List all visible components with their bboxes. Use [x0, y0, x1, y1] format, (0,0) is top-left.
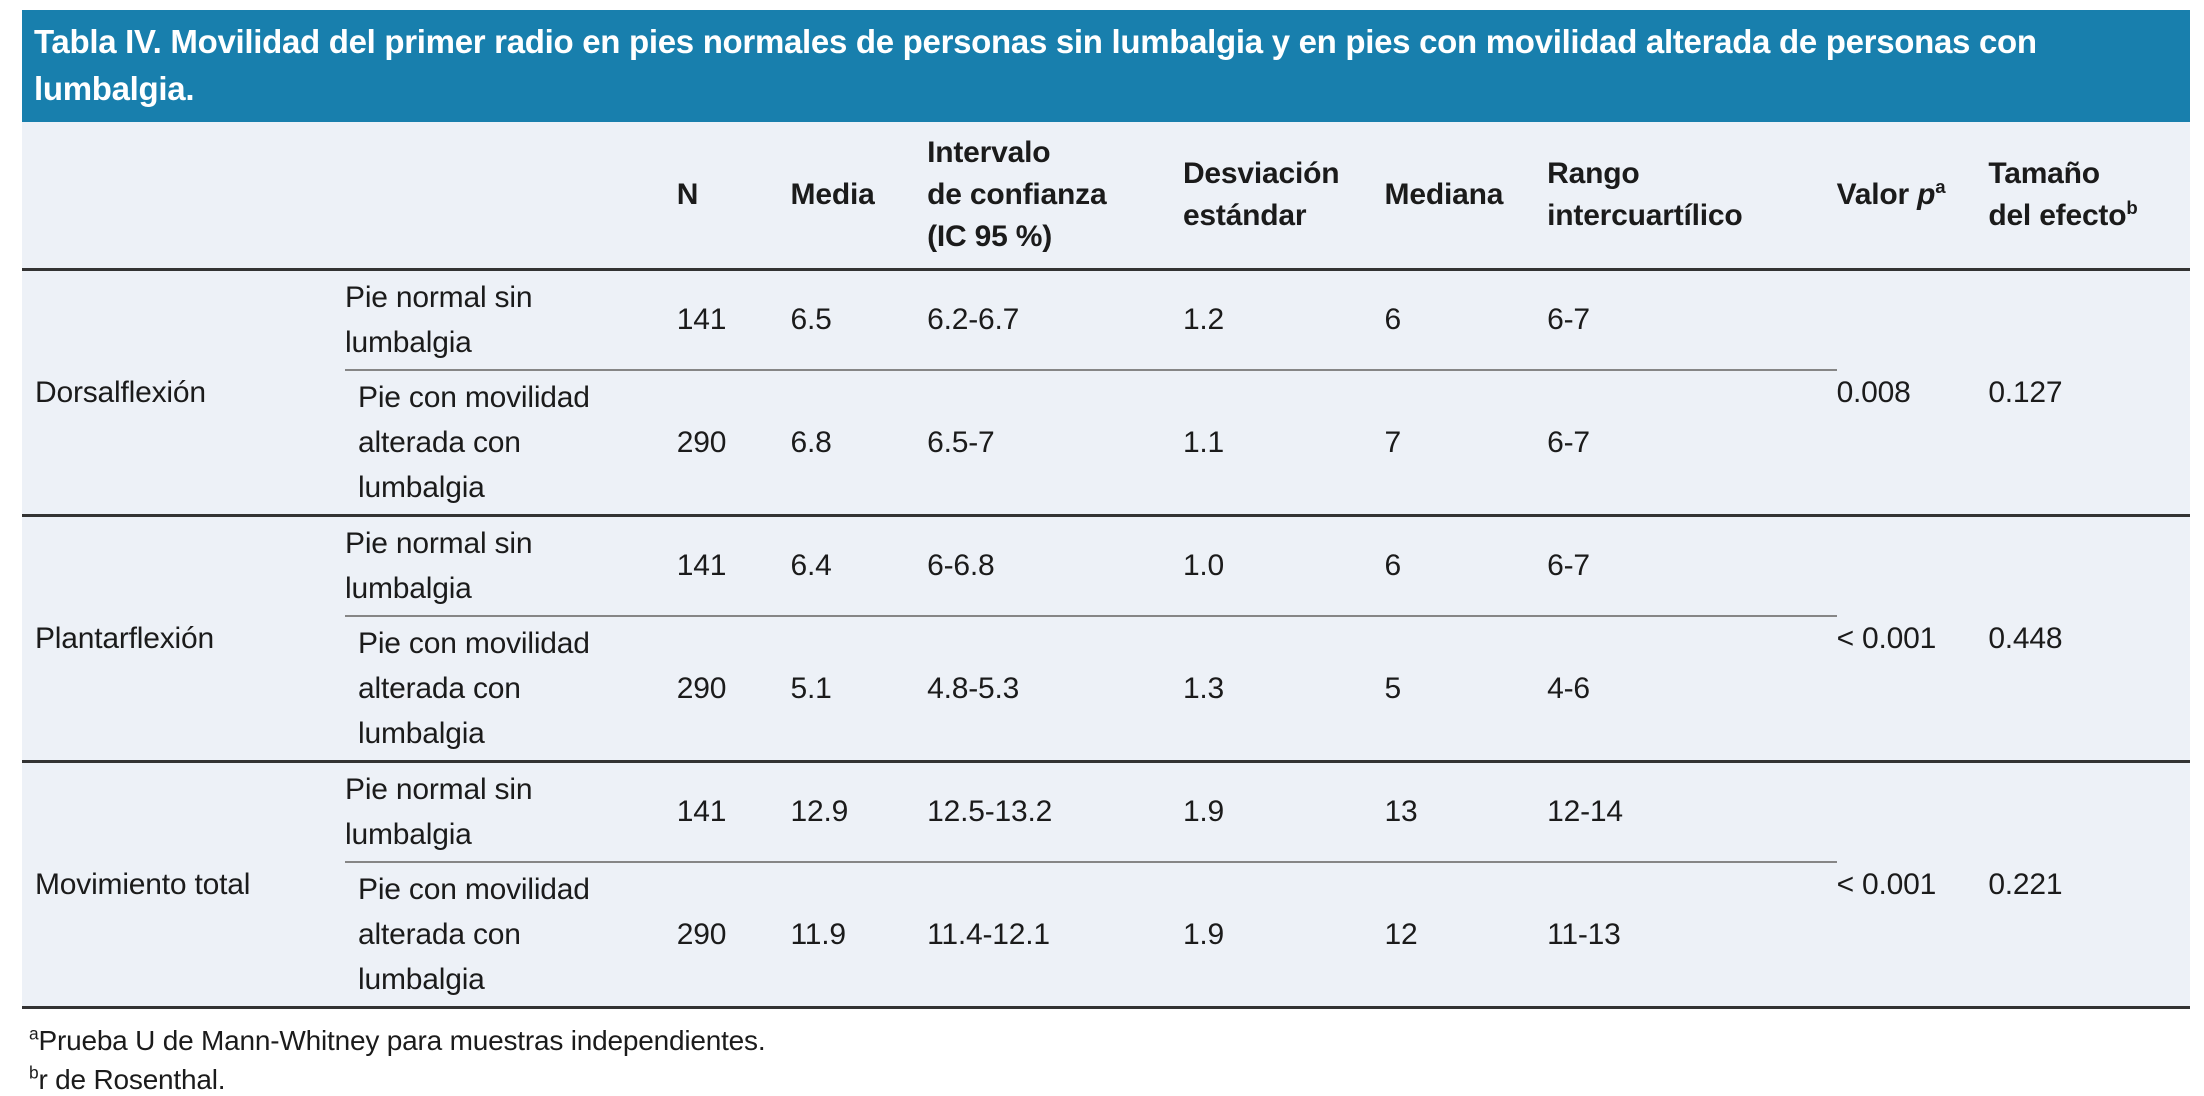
- cell-valor-p: < 0.001: [1836, 513, 1989, 762]
- table-row: Movimiento total Pie normal sin lumbalgi…: [22, 759, 2190, 1008]
- cell-tamano-efecto: 0.127: [1988, 267, 2190, 516]
- cell-n: 290: [676, 671, 727, 705]
- cell-desviacion: 1.0: [1182, 513, 1385, 617]
- cell-n: 141: [676, 513, 791, 617]
- table-row: Plantarflexión Pie normal sin lumbalgia …: [22, 513, 2190, 762]
- table-row: Pie con movilidad alterada con lumbalgia…: [22, 370, 2190, 516]
- cell-rango: 11-13: [1547, 917, 1621, 951]
- cell-media: 5.1: [790, 671, 832, 705]
- cell-desviacion: 1.3: [1182, 671, 1225, 705]
- cell-n: 141: [676, 759, 791, 863]
- cell-mediana: 12: [1384, 917, 1418, 951]
- cell-mediana: 5: [1384, 671, 1402, 705]
- header-empty-group: [22, 121, 346, 271]
- table-row: Pie con movilidad alterada con lumbalgia…: [22, 616, 2190, 762]
- cell-desviacion: 1.2: [1182, 267, 1385, 371]
- cell-rango: 4-6: [1547, 671, 1590, 705]
- header-intervalo-confianza: Intervalo de confianza (IC 95 %): [927, 121, 1183, 271]
- table-title: Tabla IV. Movilidad del primer radio en …: [22, 10, 2190, 122]
- header-row: N Media Intervalo de confianza (IC 95 %)…: [22, 121, 2190, 271]
- row-label: Pie normal sin lumbalgia: [345, 759, 677, 863]
- data-table: N Media Intervalo de confianza (IC 95 %)…: [22, 121, 2190, 1009]
- row-label: Pie con movilidad alterada con lumbalgia: [358, 380, 590, 504]
- cell-media: 6.5: [790, 267, 928, 371]
- cell-mediana: 7: [1384, 425, 1402, 459]
- cell-ic: 4.8-5.3: [927, 671, 1020, 705]
- cell-tamano-efecto: 0.221: [1988, 759, 2190, 1008]
- table-iv-block: Tabla IV. Movilidad del primer radio en …: [22, 10, 2190, 1096]
- cell-ic: 6.2-6.7: [927, 267, 1183, 371]
- cell-media: 6.4: [790, 513, 928, 617]
- cell-rango: 6-7: [1547, 425, 1590, 459]
- cell-ic: 12.5-13.2: [927, 759, 1183, 863]
- table-row: Dorsalflexión Pie normal sin lumbalgia 1…: [22, 267, 2190, 516]
- cell-n: 290: [676, 425, 727, 459]
- cell-ic: 6.5-7: [927, 425, 995, 459]
- cell-ic: 11.4-12.1: [927, 917, 1050, 951]
- row-label: Pie normal sin lumbalgia: [345, 513, 677, 617]
- cell-rango: 6-7: [1547, 513, 1837, 617]
- cell-mediana: 6: [1384, 513, 1548, 617]
- header-desviacion-estandar: Desviación estándar: [1182, 121, 1385, 271]
- cell-mediana: 13: [1384, 759, 1548, 863]
- footnote-b-marker: b: [29, 1063, 39, 1084]
- header-tamano-efecto: Tamaño del efectob: [1988, 121, 2190, 271]
- cell-n: 290: [676, 917, 727, 951]
- group-label: Movimiento total: [22, 759, 346, 1008]
- footnote-marker-b: b: [2126, 196, 2138, 218]
- cell-ic: 6-6.8: [927, 513, 1183, 617]
- cell-desviacion: 1.9: [1182, 759, 1385, 863]
- footnote-a-marker: a: [29, 1023, 39, 1044]
- row-label: Pie con movilidad alterada con lumbalgia: [358, 872, 590, 996]
- cell-rango: 12-14: [1547, 759, 1837, 863]
- footnote-b: br de Rosenthal.: [29, 1063, 226, 1096]
- header-media: Media: [790, 121, 928, 271]
- header-mediana: Mediana: [1384, 121, 1548, 271]
- header-n: N: [676, 121, 791, 271]
- cell-valor-p: < 0.001: [1836, 759, 1989, 1008]
- cell-media: 11.9: [790, 917, 847, 951]
- group-label: Dorsalflexión: [22, 267, 346, 516]
- table-row: Pie con movilidad alterada con lumbalgia…: [22, 862, 2190, 1008]
- cell-media: 12.9: [790, 759, 928, 863]
- cell-desviacion: 1.1: [1182, 425, 1225, 459]
- cell-n: 141: [676, 267, 791, 371]
- row-label: Pie normal sin lumbalgia: [345, 267, 677, 371]
- footnote-marker-a: a: [1935, 175, 1946, 197]
- cell-tamano-efecto: 0.448: [1988, 513, 2190, 762]
- header-empty-sublabel: [345, 121, 677, 271]
- cell-media: 6.8: [790, 425, 832, 459]
- cell-rango: 6-7: [1547, 267, 1837, 371]
- cell-valor-p: 0.008: [1836, 267, 1989, 516]
- header-rango-intercuartilico: Rango intercuartílico: [1547, 121, 1837, 271]
- header-valor-p: Valor pa: [1836, 121, 1989, 271]
- row-label: Pie con movilidad alterada con lumbalgia: [358, 626, 590, 750]
- footnote-a: aPrueba U de Mann-Whitney para muestras …: [29, 1023, 766, 1056]
- group-label: Plantarflexión: [22, 513, 346, 762]
- cell-mediana: 6: [1384, 267, 1548, 371]
- cell-desviacion: 1.9: [1182, 917, 1225, 951]
- footnotes: aPrueba U de Mann-Whitney para muestras …: [22, 1009, 2190, 1096]
